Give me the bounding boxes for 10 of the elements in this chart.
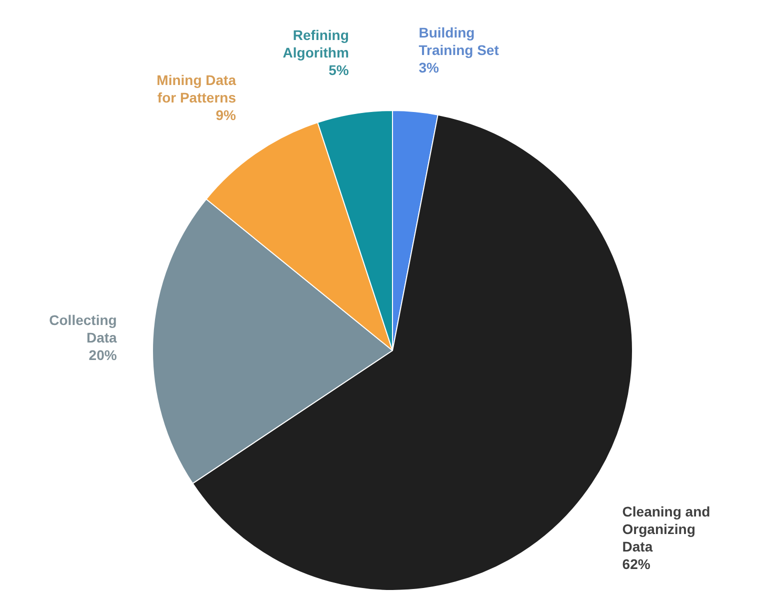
- data-label: 62%: [622, 556, 651, 572]
- data-label: 3%: [418, 60, 440, 76]
- slice-label: Refining Algorithm: [282, 26, 349, 60]
- slice-label: Cleaning and Organizing Data: [622, 503, 710, 555]
- slice-label: Mining Data for Patterns: [156, 72, 236, 106]
- slice-label: Collecting Data: [49, 312, 118, 346]
- data-label: 20%: [88, 346, 118, 363]
- data-label: 9%: [216, 107, 237, 124]
- data-label: 5%: [328, 62, 350, 78]
- slice-label: Building Training Set: [418, 24, 500, 58]
